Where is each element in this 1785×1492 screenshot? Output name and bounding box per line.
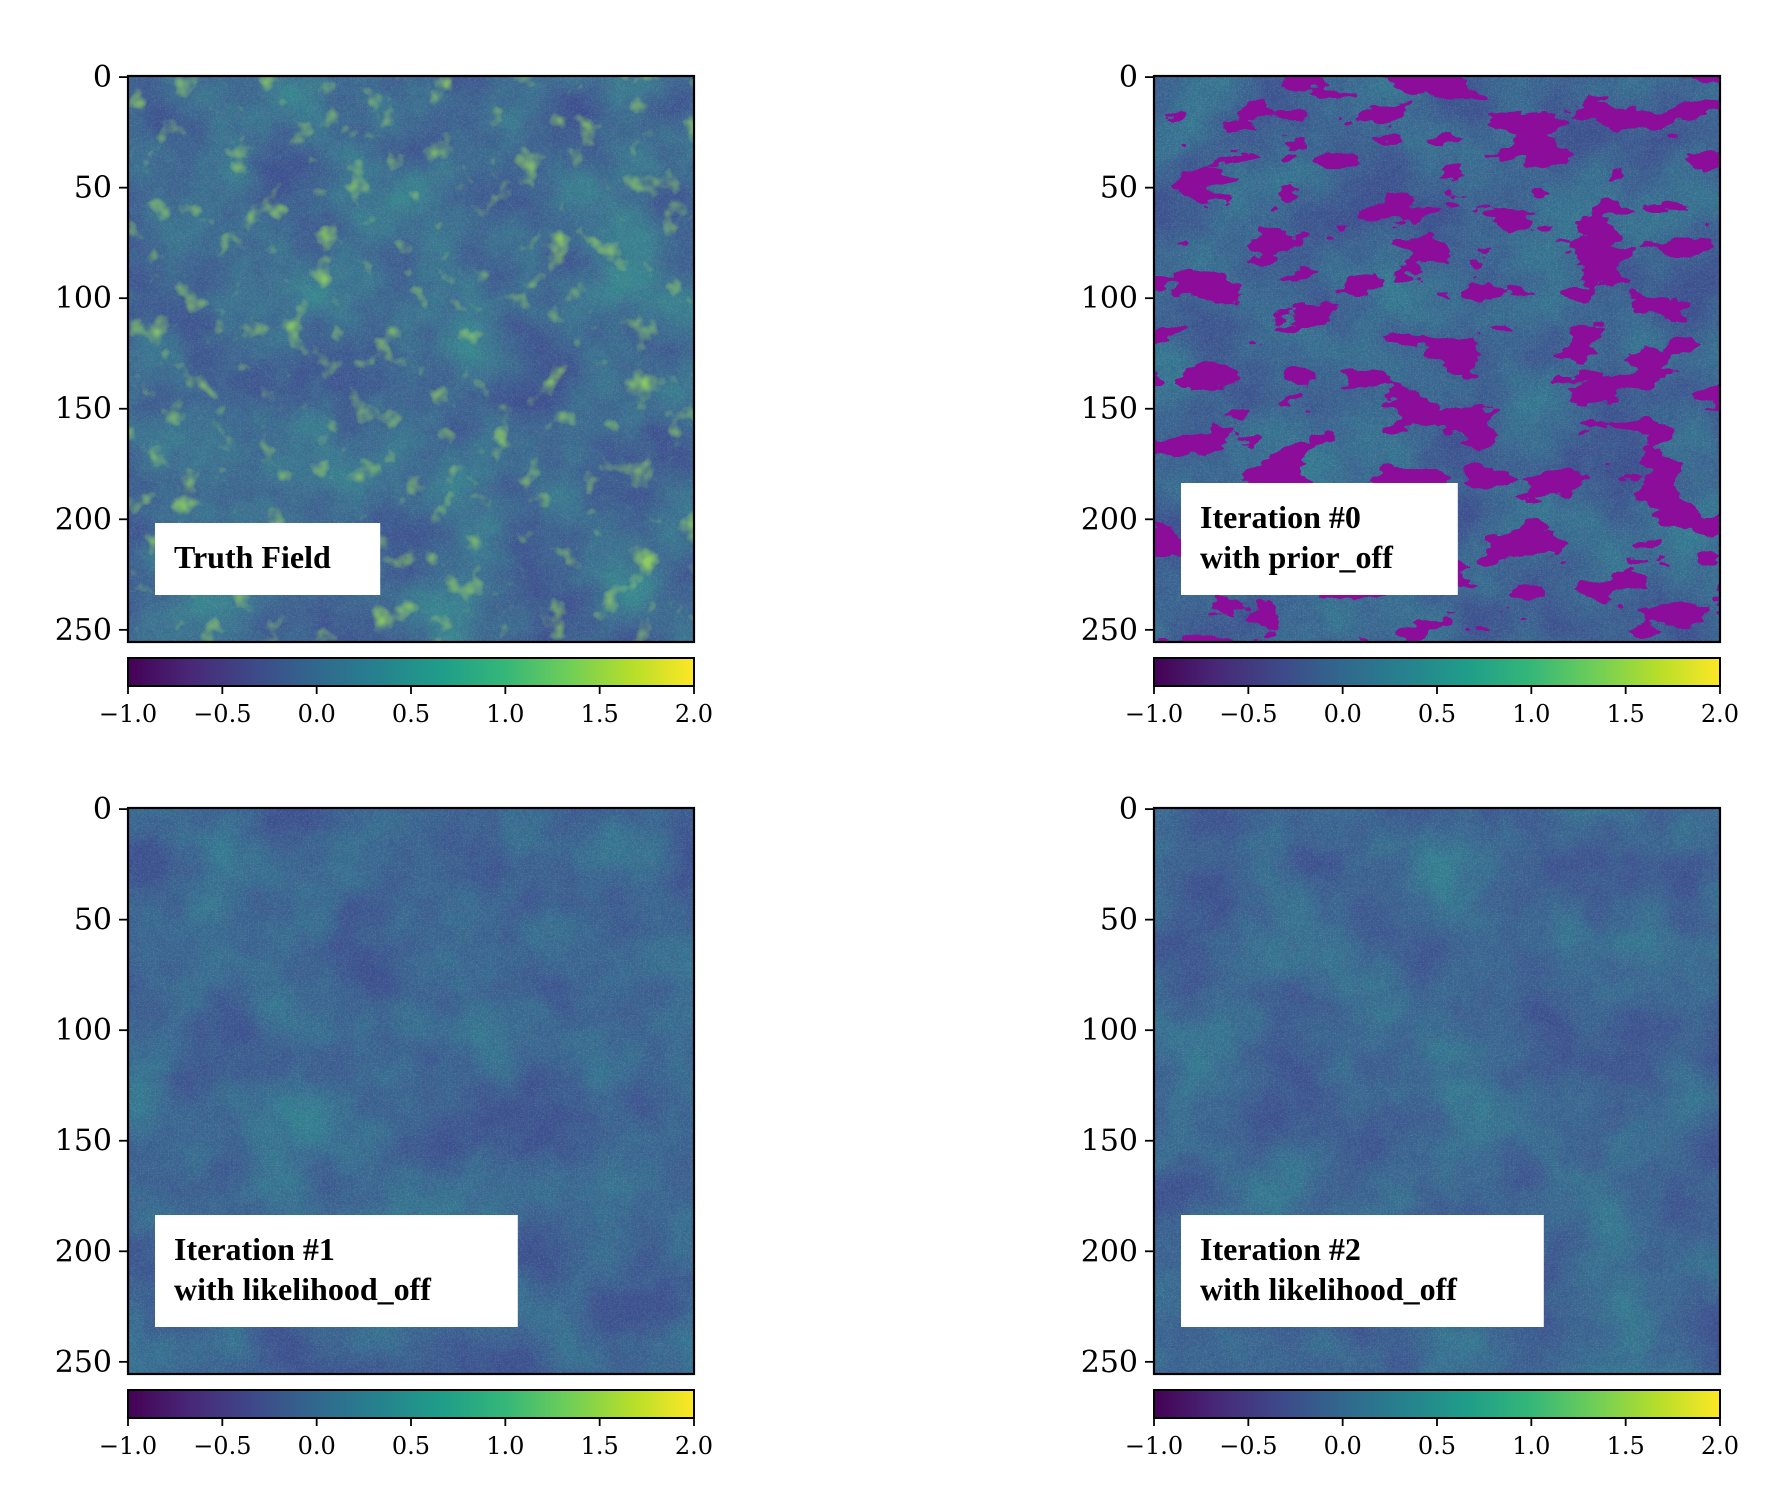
colorbar-tick-label: 0.5 — [1418, 700, 1456, 728]
ytick-label: 200 — [55, 502, 112, 537]
annotation-text: Iteration #0 — [1200, 499, 1361, 535]
ytick-label: 150 — [55, 1124, 112, 1159]
ytick-label: 250 — [55, 1345, 112, 1380]
ytick-label: 50 — [1100, 171, 1138, 206]
ytick-label: 100 — [1081, 281, 1138, 316]
ytick-label: 50 — [74, 903, 112, 938]
annotation-text: with likelihood_off — [1200, 1271, 1457, 1307]
ytick-label: 100 — [55, 1013, 112, 1048]
colorbar-tick-label: 0.0 — [1324, 700, 1362, 728]
annotation-text: Iteration #2 — [1200, 1231, 1361, 1267]
ytick-label: 0 — [93, 60, 112, 95]
colorbar — [1153, 1389, 1721, 1419]
colorbar-tick-label: 0.5 — [1418, 1432, 1456, 1460]
colorbar-tick-label: −0.5 — [193, 700, 251, 728]
axes-frame — [1152, 806, 1722, 1376]
axes-frame — [1152, 74, 1722, 644]
colorbar-tick-label: 1.0 — [486, 700, 524, 728]
colorbar-tick-label: 0.5 — [392, 700, 430, 728]
heatmap-panel-bottom-right: 0 50 100 150 200 250 Iteration #2 with likeliho… — [1081, 792, 1739, 1460]
heatmap-panel-top-right: 0 50 100 150 200 250 Iteration #0 with prior_of… — [1081, 60, 1739, 728]
colorbar-tick-label: 1.0 — [1512, 700, 1550, 728]
ytick-label: 200 — [1081, 502, 1138, 537]
colorbar-tick-label: 2.0 — [675, 1432, 713, 1460]
axes-frame — [126, 74, 696, 644]
colorbar-tick-label: 1.5 — [1607, 700, 1645, 728]
ytick-label: 250 — [1081, 1345, 1138, 1380]
annotation-box — [155, 1215, 518, 1327]
colorbar-tick-label: −1.0 — [99, 1432, 157, 1460]
annotation-text: with prior_off — [1200, 539, 1393, 575]
colorbar-tick-label: 1.0 — [486, 1432, 524, 1460]
ytick-label: 0 — [93, 792, 112, 827]
heatmap-panel-bottom-left: 0 50 100 150 200 250 Iteration #1 with likeliho… — [55, 792, 713, 1460]
ytick-label: 150 — [55, 392, 112, 427]
ytick-label: 150 — [1081, 392, 1138, 427]
colorbar — [1153, 657, 1721, 687]
colorbar-tick-label: 0.0 — [298, 700, 336, 728]
colorbar-tick-label: 1.0 — [1512, 1432, 1550, 1460]
colorbar-tick-label: −0.5 — [1219, 700, 1277, 728]
colorbar-tick-label: −0.5 — [193, 1432, 251, 1460]
ytick-label: 250 — [1081, 613, 1138, 648]
annotation-box — [1181, 1215, 1544, 1327]
ytick-label: 100 — [55, 281, 112, 316]
heatmap-panel-top-left: 0 50 100 150 200 250 Truth Field −1.0 −0.5 0.0 0.5… — [55, 60, 713, 728]
annotation-text: with likelihood_off — [174, 1271, 431, 1307]
colorbar-tick-label: −1.0 — [99, 700, 157, 728]
axes-frame — [126, 806, 696, 1376]
colorbar-tick-label: 2.0 — [1701, 700, 1739, 728]
colorbar-tick-label: 0.0 — [298, 1432, 336, 1460]
colorbar — [127, 657, 695, 687]
colorbar-tick-label: −1.0 — [1125, 700, 1183, 728]
colorbar-tick-label: 1.5 — [581, 1432, 619, 1460]
colorbar-tick-label: 2.0 — [675, 700, 713, 728]
annotation-text: Iteration #1 — [174, 1231, 335, 1267]
colorbar-tick-label: −1.0 — [1125, 1432, 1183, 1460]
ytick-label: 100 — [1081, 1013, 1138, 1048]
ytick-label: 200 — [55, 1234, 112, 1269]
ytick-label: 0 — [1119, 792, 1138, 827]
colorbar-tick-label: 2.0 — [1701, 1432, 1739, 1460]
annotation-box — [1181, 483, 1458, 595]
ytick-label: 250 — [55, 613, 112, 648]
ytick-label: 50 — [1100, 903, 1138, 938]
ytick-label: 50 — [74, 171, 112, 206]
annotation-text: Truth Field — [174, 539, 331, 575]
ytick-label: 0 — [1119, 60, 1138, 95]
colorbar-tick-label: −0.5 — [1219, 1432, 1277, 1460]
colorbar-tick-label: 1.5 — [581, 700, 619, 728]
annotation-box — [155, 523, 381, 595]
ytick-label: 200 — [1081, 1234, 1138, 1269]
colorbar-tick-label: 0.5 — [392, 1432, 430, 1460]
ytick-label: 150 — [1081, 1124, 1138, 1159]
colorbar-tick-label: 0.0 — [1324, 1432, 1362, 1460]
colorbar-tick-label: 1.5 — [1607, 1432, 1645, 1460]
colorbar — [127, 1389, 695, 1419]
